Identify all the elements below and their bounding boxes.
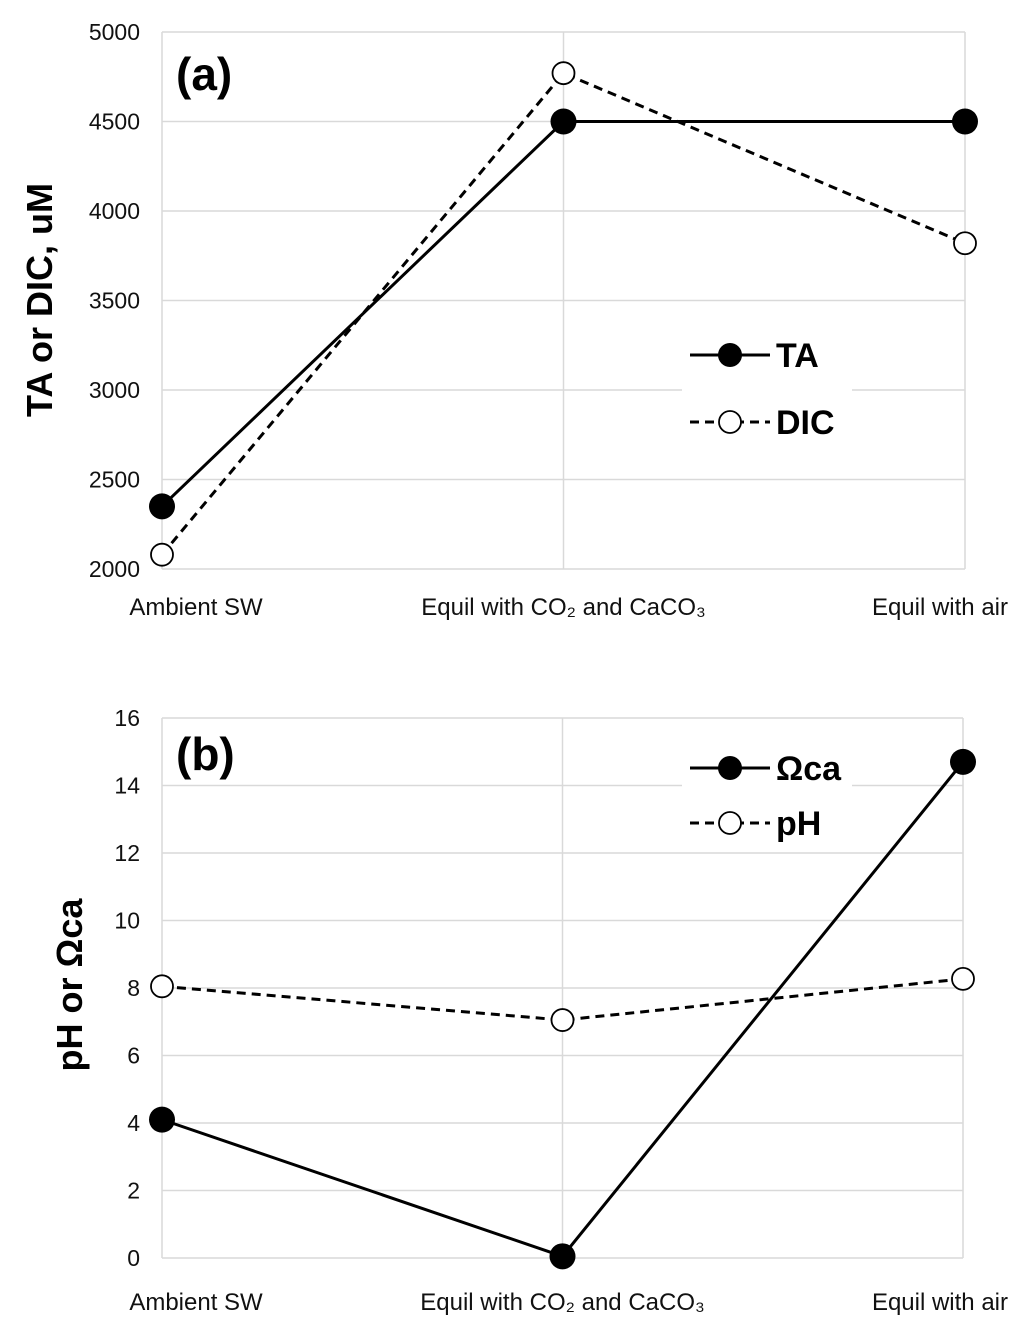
chart-panel-b: 0 2 4 6 8 10 12 14 16 Ambient SW Equil with CO₂ an… [49, 705, 1008, 1316]
y-tick-label: 6 [127, 1043, 140, 1069]
y-tick-label: 3500 [89, 288, 140, 314]
data-point [150, 542, 174, 567]
x-category-label: Ambient SW [129, 1289, 263, 1316]
y-tick-label: 5000 [89, 19, 140, 45]
panel-label: (a) [176, 48, 232, 100]
legend-label: pH [776, 805, 821, 843]
y-tick-label: 16 [114, 705, 140, 731]
y-tick-label: 2000 [89, 556, 140, 582]
legend-label: Ωca [776, 750, 842, 788]
y-tick-label: 10 [114, 908, 140, 934]
chart-panel-a: 2000 2500 3000 3500 4000 4500 5000 Ambient SW Eq… [19, 19, 1008, 621]
panel-label: (b) [176, 728, 235, 780]
x-category-label: Equil with CO₂ and CaCO₃ [421, 594, 706, 621]
legend-background [682, 326, 852, 450]
y-axis-title: TA or DIC, uM [19, 183, 60, 417]
legend-marker [718, 811, 742, 835]
legend-label: DIC [776, 404, 835, 442]
y-tick-label: 3000 [89, 377, 140, 403]
y-tick-label: 8 [127, 975, 140, 1001]
x-category-label: Ambient SW [129, 594, 263, 621]
legend-marker [718, 343, 742, 367]
data-point [550, 1008, 575, 1032]
data-point [150, 974, 174, 999]
y-tick-label: 14 [114, 773, 140, 799]
data-point [952, 108, 978, 135]
y-tick-label: 4000 [89, 198, 140, 224]
data-point [149, 1106, 175, 1133]
data-point [953, 231, 977, 256]
y-axis-title: pH or Ωca [49, 898, 90, 1072]
x-category-label: Equil with CO₂ and CaCO₃ [420, 1289, 705, 1316]
series-line-1 [160, 71, 966, 556]
legend: Ωca pH [682, 745, 852, 850]
legend-label: TA [776, 337, 819, 375]
y-tick-label: 4500 [89, 109, 140, 135]
y-tick-label: 2500 [89, 467, 140, 493]
x-category-label: Equil with air [872, 594, 1008, 621]
x-category-label: Equil with air [872, 1289, 1008, 1316]
legend-marker [718, 410, 742, 434]
data-point [951, 966, 975, 991]
legend-background [682, 745, 852, 850]
legend: TA DIC [682, 326, 852, 450]
y-tick-label: 2 [127, 1178, 140, 1204]
y-tick-label: 4 [127, 1110, 140, 1136]
data-point [550, 108, 577, 135]
data-point [950, 748, 976, 775]
y-tick-label: 0 [127, 1245, 140, 1271]
legend-marker [718, 756, 742, 780]
y-tick-label: 12 [114, 840, 140, 866]
data-point [551, 61, 576, 86]
data-point [149, 493, 175, 520]
data-point [549, 1243, 576, 1270]
